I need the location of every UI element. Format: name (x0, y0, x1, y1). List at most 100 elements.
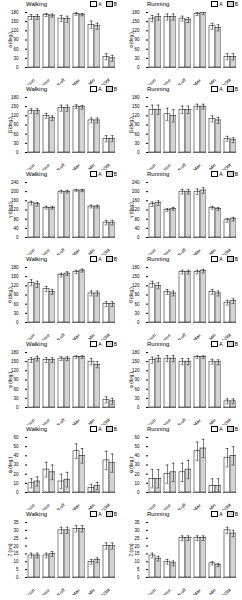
svg-text:150: 150 (11, 19, 19, 24)
svg-text:50: 50 (134, 444, 140, 449)
svg-text:90: 90 (13, 122, 19, 127)
svg-text:30: 30 (134, 528, 140, 533)
svg-text:Min: Min (208, 417, 217, 425)
svg-text:30: 30 (134, 141, 140, 146)
svg-text:Touch-down: Touch-down (136, 587, 157, 595)
svg-text:90: 90 (13, 37, 19, 42)
svg-text:90: 90 (134, 377, 140, 382)
svg-text:Mid-stance: Mid-stance (32, 77, 51, 85)
svg-text:Lift-off: Lift-off (53, 332, 66, 340)
svg-text:0: 0 (16, 235, 19, 240)
svg-text:θ (deg.): θ (deg.) (8, 287, 13, 303)
svg-text:Touch-down: Touch-down (15, 77, 36, 85)
svg-text:Max: Max (192, 587, 202, 595)
svg-text:Min: Min (208, 332, 217, 340)
svg-text:10: 10 (134, 481, 140, 486)
svg-text:Z (cm): Z (cm) (8, 543, 13, 556)
svg-text:35: 35 (13, 520, 19, 525)
svg-text:35: 35 (134, 520, 140, 525)
svg-text:Mid-stance: Mid-stance (32, 162, 51, 170)
svg-text:150: 150 (11, 359, 19, 364)
svg-text:Mid-stance: Mid-stance (153, 162, 172, 170)
svg-text:60: 60 (134, 132, 140, 137)
svg-text:Touch-down: Touch-down (136, 247, 157, 255)
svg-text:40: 40 (13, 226, 19, 231)
svg-text:ROM: ROM (221, 417, 232, 425)
svg-text:Lift-off: Lift-off (174, 417, 187, 425)
svg-text:5: 5 (16, 567, 19, 572)
svg-text:Mid-stance: Mid-stance (32, 332, 51, 340)
svg-text:15: 15 (134, 551, 140, 556)
svg-text:Lift-off: Lift-off (53, 247, 66, 255)
svg-text:20: 20 (13, 472, 19, 477)
svg-text:Touch-down: Touch-down (136, 162, 157, 170)
svg-text:20: 20 (134, 544, 140, 549)
svg-text:30: 30 (13, 462, 19, 467)
svg-text:Min: Min (208, 162, 217, 170)
svg-text:15: 15 (13, 551, 19, 556)
svg-text:ψ (deg.): ψ (deg.) (8, 456, 13, 473)
svg-text:Max: Max (192, 502, 202, 510)
svg-text:ROM: ROM (221, 332, 232, 340)
svg-text:Min: Min (87, 587, 96, 595)
svg-text:60: 60 (13, 132, 19, 137)
svg-text:Touch-down: Touch-down (15, 417, 36, 425)
svg-text:Min: Min (208, 587, 217, 595)
svg-text:50: 50 (13, 444, 19, 449)
svg-text:Min: Min (87, 332, 96, 340)
svg-text:Min: Min (87, 77, 96, 85)
svg-text:Lift-off: Lift-off (174, 247, 187, 255)
svg-text:Lift-off: Lift-off (53, 502, 66, 510)
svg-text:ROM: ROM (221, 247, 232, 255)
svg-text:Min: Min (87, 502, 96, 510)
svg-text:25: 25 (13, 536, 19, 541)
svg-text:Z (cm): Z (cm) (129, 543, 134, 556)
svg-text:Touch-down: Touch-down (15, 332, 36, 340)
svg-text:Lift-off: Lift-off (174, 332, 187, 340)
svg-text:240: 240 (11, 180, 19, 185)
svg-text:Touch-down: Touch-down (136, 77, 157, 85)
svg-text:180: 180 (132, 350, 140, 355)
svg-text:0: 0 (16, 575, 19, 580)
svg-text:ROM: ROM (100, 587, 111, 595)
svg-text:Mid-stance: Mid-stance (153, 587, 172, 595)
svg-text:Lift-off: Lift-off (174, 77, 187, 85)
svg-text:80: 80 (13, 217, 19, 222)
svg-text:Max: Max (71, 162, 81, 170)
svg-text:150: 150 (132, 104, 140, 109)
svg-text:Mid-stance: Mid-stance (32, 587, 51, 595)
svg-text:Mid-stance: Mid-stance (32, 417, 51, 425)
svg-text:Touch-down: Touch-down (15, 247, 36, 255)
svg-text:0: 0 (137, 65, 140, 70)
svg-text:Mid-stance: Mid-stance (153, 332, 172, 340)
svg-text:30: 30 (134, 396, 140, 401)
svg-text:90: 90 (13, 292, 19, 297)
svg-text:40: 40 (13, 453, 19, 458)
svg-text:Touch-down: Touch-down (15, 162, 36, 170)
svg-text:ROM: ROM (100, 417, 111, 425)
svg-text:Touch-down: Touch-down (15, 587, 36, 595)
svg-text:180: 180 (11, 265, 19, 270)
svg-text:30: 30 (13, 141, 19, 146)
svg-text:Touch-down: Touch-down (136, 502, 157, 510)
svg-text:γ (deg.): γ (deg.) (8, 202, 13, 218)
svg-text:180: 180 (132, 265, 140, 270)
svg-text:60: 60 (13, 302, 19, 307)
svg-text:Mid-stance: Mid-stance (153, 77, 172, 85)
svg-text:Max: Max (71, 502, 81, 510)
svg-text:ROM: ROM (100, 502, 111, 510)
svg-text:80: 80 (134, 217, 140, 222)
svg-text:200: 200 (132, 189, 140, 194)
svg-text:30: 30 (134, 311, 140, 316)
svg-text:60: 60 (13, 387, 19, 392)
svg-text:0: 0 (16, 320, 19, 325)
svg-text:240: 240 (132, 180, 140, 185)
svg-text:α (deg.): α (deg.) (8, 32, 13, 48)
svg-text:ROM: ROM (100, 77, 111, 85)
svg-text:β (deg.): β (deg.) (8, 117, 13, 133)
svg-text:ROM: ROM (221, 77, 232, 85)
svg-text:Mid-stance: Mid-stance (32, 502, 51, 510)
svg-text:90: 90 (134, 292, 140, 297)
svg-text:γ (deg.): γ (deg.) (129, 202, 134, 218)
svg-text:Max: Max (192, 77, 202, 85)
